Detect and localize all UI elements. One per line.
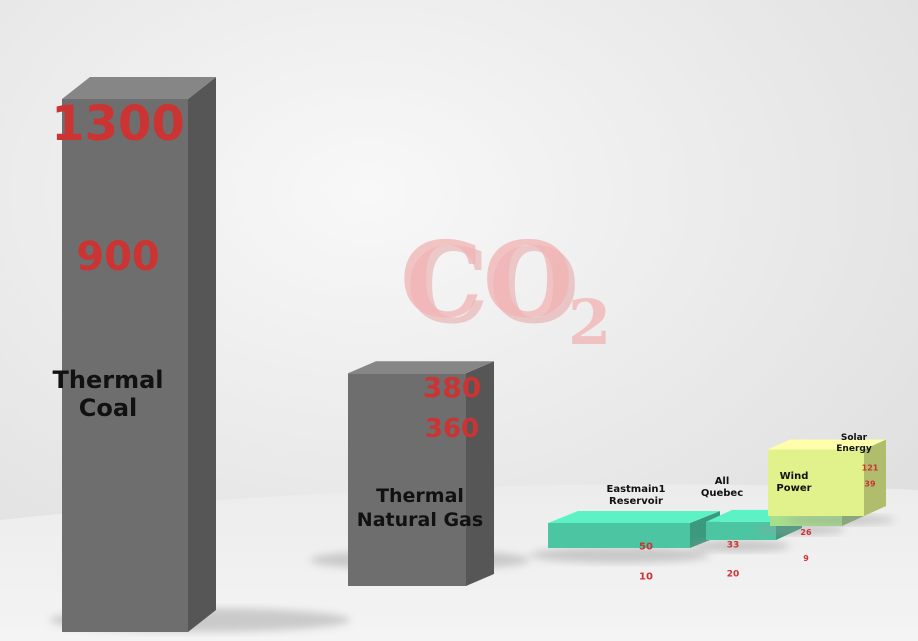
category-label-3-0: All <box>715 476 730 487</box>
co2-symbol: CO CO 2 <box>400 218 611 359</box>
category-label-5-0: Solar <box>841 433 868 443</box>
bar-side-5 <box>864 439 886 516</box>
category-label-1-0: Thermal <box>376 485 464 507</box>
value-label-a-3: 33 <box>727 541 740 551</box>
bar-front-1 <box>348 373 466 586</box>
bar-shadow-4 <box>755 525 845 535</box>
value-label-b-4: 9 <box>803 554 809 563</box>
category-label-4-1: Power <box>776 483 811 494</box>
category-label-0-0: Thermal <box>53 366 164 394</box>
value-label-b-3: 20 <box>727 570 740 580</box>
co2-symbol-shadow: CO <box>406 224 579 347</box>
bar-top-1 <box>348 361 494 374</box>
value-label-b-2: 10 <box>639 572 653 583</box>
category-label-0-1: Coal <box>79 394 138 422</box>
value-label-a-5: 121 <box>862 463 879 472</box>
value-label-b-0: 900 <box>76 234 160 280</box>
co2-symbol-main: CO <box>400 218 573 341</box>
bar-top-0 <box>62 77 216 99</box>
category-label-3-1: Quebec <box>701 488 743 499</box>
bar-front-3 <box>706 521 776 540</box>
bar-side-0 <box>188 77 216 632</box>
value-label-a-4: 26 <box>800 528 812 537</box>
bar-shadow-3 <box>690 540 790 552</box>
bar-front-5 <box>768 449 864 516</box>
value-label-b-1: 360 <box>425 414 479 444</box>
value-label-a-1: 380 <box>423 371 481 404</box>
value-label-a-2: 50 <box>639 542 653 553</box>
bar-top-5 <box>768 439 886 450</box>
value-label-b-5: 39 <box>864 479 876 488</box>
bar-front-0 <box>62 99 188 632</box>
co2-symbol-subscript: 2 <box>568 286 611 359</box>
bar-shadow-5 <box>785 515 895 525</box>
bars-layer <box>50 77 895 632</box>
category-label-2-1: Reservoir <box>609 496 663 507</box>
bar-side-1 <box>466 361 494 586</box>
bar-front-2 <box>548 523 690 548</box>
bar-top-2 <box>548 511 720 523</box>
category-label-1-1: Natural Gas <box>357 509 483 531</box>
value-label-a-0: 1300 <box>51 96 185 152</box>
category-label-5-1: Energy <box>836 444 872 454</box>
bar-shadow-2 <box>530 547 710 563</box>
category-label-2-0: Eastmain1 <box>607 484 666 495</box>
category-label-4-0: Wind <box>780 471 809 482</box>
